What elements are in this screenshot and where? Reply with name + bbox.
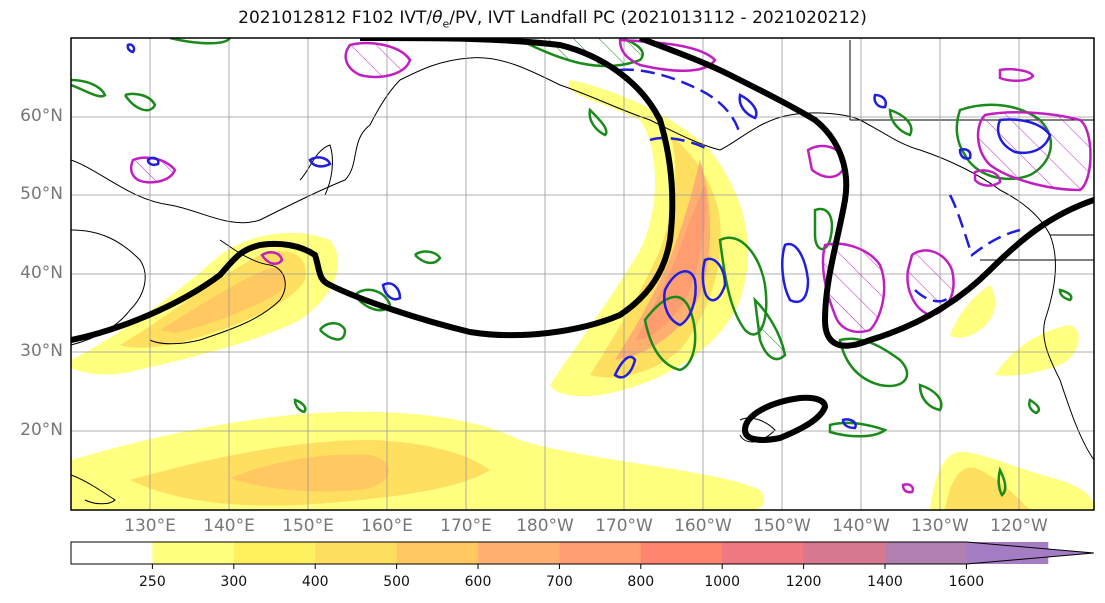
colorbar-tick-label: 1400 bbox=[867, 574, 903, 590]
lon-label-120w: 120°W bbox=[990, 516, 1048, 536]
colorbar-tick-label: 250 bbox=[139, 574, 166, 590]
map-frame bbox=[70, 37, 1095, 511]
lon-label-160e: 160°E bbox=[361, 516, 413, 536]
lon-label-170w: 170°W bbox=[595, 516, 653, 536]
colorbar-tick-label: 800 bbox=[627, 574, 655, 590]
lon-label-180w: 180°W bbox=[516, 516, 574, 536]
colorbar-tick-label: 600 bbox=[464, 574, 492, 590]
colorbar-tick-label: 700 bbox=[546, 574, 573, 590]
theta-e-contours bbox=[126, 43, 1052, 430]
lon-label-140e: 140°E bbox=[203, 516, 255, 536]
colorbar-tick-label: 300 bbox=[220, 574, 248, 590]
lon-label-170e: 170°E bbox=[440, 516, 492, 536]
colorbar-tick-label: 400 bbox=[301, 574, 329, 590]
ivt-shading bbox=[71, 80, 1094, 510]
colorbar-tick-label: 1000 bbox=[704, 574, 740, 590]
lon-label-160w: 160°W bbox=[674, 516, 732, 536]
colorbar-tick-label: 1200 bbox=[785, 574, 822, 590]
lat-label-40n: 40°N bbox=[20, 263, 63, 283]
lat-label-60n: 60°N bbox=[20, 106, 63, 126]
colorbar-tick-label: 500 bbox=[383, 574, 410, 590]
lon-label-140w: 140°W bbox=[832, 516, 890, 536]
landfall-pc-contours bbox=[71, 38, 1094, 443]
lat-label-30n: 30°N bbox=[20, 341, 63, 361]
lon-label-130e: 130°E bbox=[124, 516, 176, 536]
lon-label-150e: 150°E bbox=[282, 516, 334, 536]
lon-label-150w: 150°W bbox=[753, 516, 811, 536]
lat-label-50n: 50°N bbox=[20, 184, 63, 204]
lon-label-130w: 130°W bbox=[911, 516, 969, 536]
lat-label-20n: 20°N bbox=[20, 420, 63, 440]
map-title: 2021012812 F102 IVT/θe/PV, IVT Landfall … bbox=[238, 8, 867, 31]
colorbar-tick-label: 1600 bbox=[948, 574, 985, 590]
